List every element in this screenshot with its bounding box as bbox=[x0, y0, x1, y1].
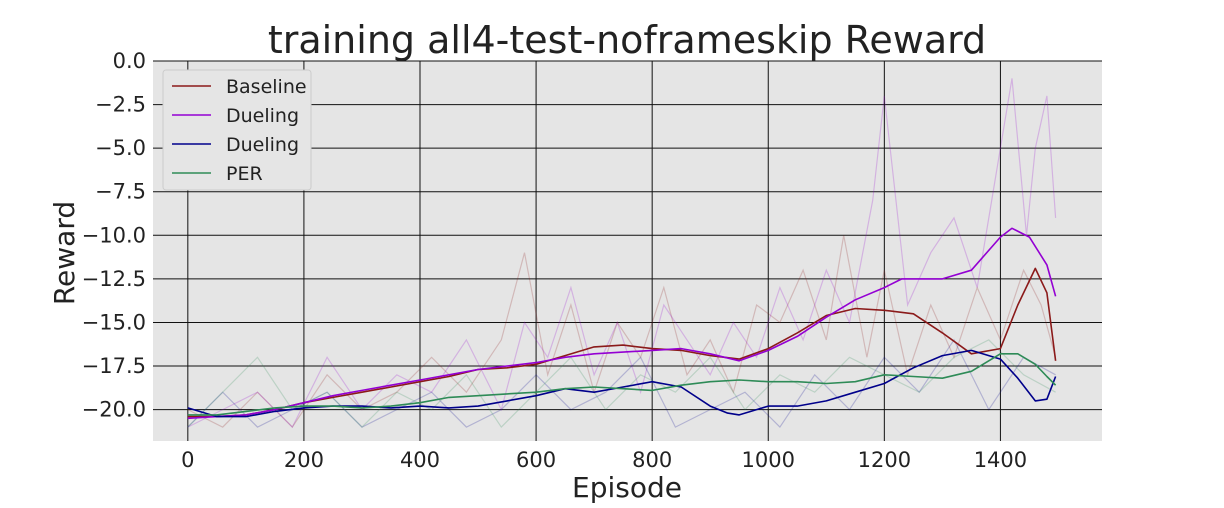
legend-label: Dueling bbox=[226, 105, 299, 127]
smoothed-line-series-3 bbox=[187, 352, 1057, 416]
x-tick-label: 1400 bbox=[974, 448, 1027, 472]
tick-labels: 0 200 400 600 800 1000 1200 1400 0.0 −2.5 −5.0 −7.5… bbox=[82, 49, 1028, 472]
legend-box bbox=[162, 69, 312, 191]
y-tick-label: −15.0 bbox=[82, 310, 146, 334]
legend: Baseline Dueling Dueling PER bbox=[162, 69, 312, 191]
raw-line-series-0 bbox=[187, 235, 1057, 429]
x-tick-label: 1200 bbox=[858, 448, 911, 472]
legend-label: Baseline bbox=[226, 76, 307, 98]
x-tick-label: 600 bbox=[516, 448, 556, 472]
y-tick-label: −2.5 bbox=[95, 93, 146, 117]
y-axis-label: Reward bbox=[48, 201, 81, 305]
y-tick-label: −12.5 bbox=[82, 267, 146, 291]
y-tick-label: 0.0 bbox=[113, 49, 146, 73]
smoothed-series-layer bbox=[187, 227, 1057, 420]
smoothed-line-series-0 bbox=[187, 267, 1057, 418]
legend-label: Dueling bbox=[226, 134, 299, 156]
smoothed-line-series-2 bbox=[187, 349, 1057, 418]
x-tick-label: 0 bbox=[181, 448, 194, 472]
smoothed-line-series-1 bbox=[187, 227, 1057, 420]
legend-label: PER bbox=[226, 163, 263, 185]
raw-line-series-1 bbox=[187, 78, 1057, 429]
y-tick-label: −20.0 bbox=[82, 398, 146, 422]
x-tick-label: 200 bbox=[284, 448, 324, 472]
gridlines bbox=[153, 60, 1102, 441]
y-tick-label: −10.0 bbox=[82, 223, 146, 247]
x-axis-label: Episode bbox=[572, 471, 682, 504]
chart-title: training all4-test-noframeskip Reward bbox=[268, 18, 986, 62]
x-tick-label: 1000 bbox=[742, 448, 795, 472]
y-tick-label: −17.5 bbox=[82, 354, 146, 378]
x-tick-label: 400 bbox=[400, 448, 440, 472]
y-tick-label: −7.5 bbox=[95, 180, 146, 204]
y-tick-label: −5.0 bbox=[95, 136, 146, 160]
x-tick-label: 800 bbox=[632, 448, 672, 472]
